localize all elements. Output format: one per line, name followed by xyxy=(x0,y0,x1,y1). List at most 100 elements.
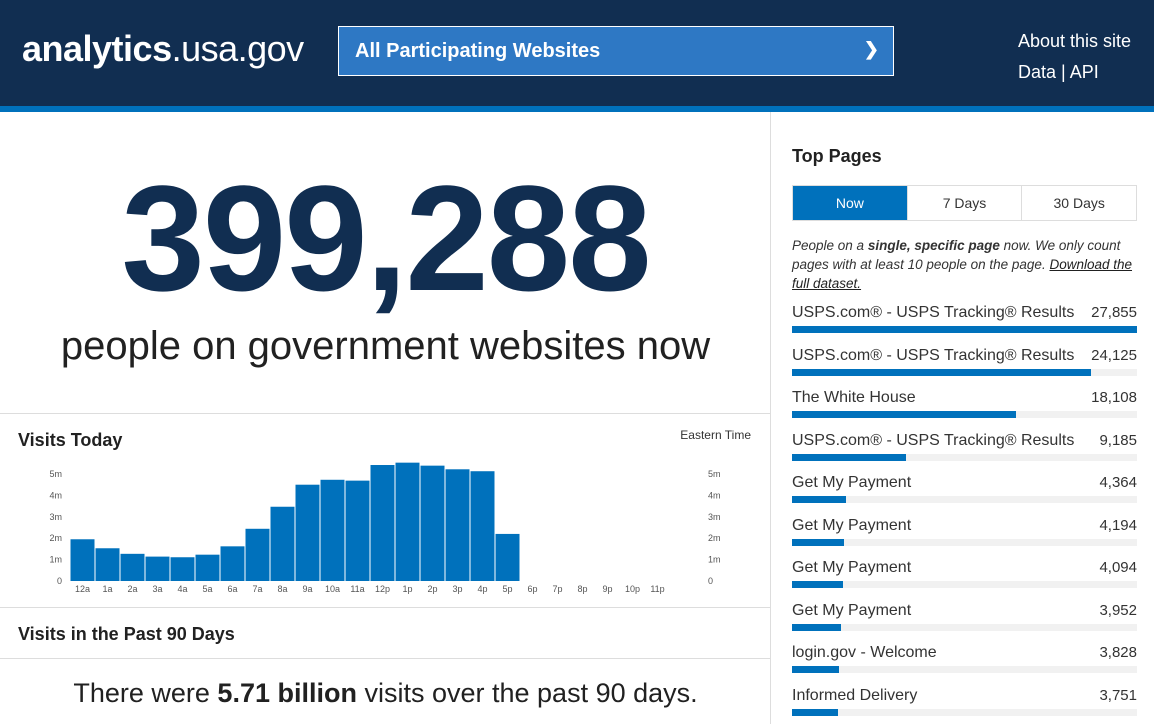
tab-7-days[interactable]: 7 Days xyxy=(907,186,1022,220)
summary-value: 5.71 billion xyxy=(217,678,357,708)
top-pages-note: People on a single, specific page now. W… xyxy=(792,236,1142,293)
page-visitors: 9,185 xyxy=(1099,432,1137,449)
page-name[interactable]: Get My Payment xyxy=(792,559,911,577)
page-bar-track xyxy=(792,539,1137,546)
past-90-summary: There were 5.71 billion visits over the … xyxy=(0,678,771,709)
tab-30-days[interactable]: 30 Days xyxy=(1021,186,1136,220)
bar-10a xyxy=(321,480,345,581)
bar-2p xyxy=(421,466,445,581)
top-page-item[interactable]: login.gov - Welcome 3,828 xyxy=(792,640,1137,683)
page-visitors: 18,108 xyxy=(1091,389,1137,406)
bar-4a xyxy=(171,557,195,581)
x-tick: 6a xyxy=(227,584,237,594)
logo-rest: .usa.gov xyxy=(172,28,304,69)
x-tick: 11p xyxy=(650,584,664,594)
x-tick: 9a xyxy=(302,584,312,594)
x-tick: 4p xyxy=(477,584,487,594)
y-tick-right: 2m xyxy=(708,533,721,543)
page-visitors: 4,194 xyxy=(1099,517,1137,534)
bar-2a xyxy=(121,554,145,581)
x-tick: 7p xyxy=(552,584,562,594)
chevron-down-icon: ❯ xyxy=(864,39,879,60)
x-tick: 2a xyxy=(127,584,137,594)
top-page-item[interactable]: Informed Delivery 3,751 xyxy=(792,683,1137,725)
x-tick: 11a xyxy=(350,584,364,594)
bar-3a xyxy=(146,557,170,581)
tab-now[interactable]: Now xyxy=(793,186,907,220)
top-page-item[interactable]: USPS.com® - USPS Tracking® Results 9,185 xyxy=(792,428,1137,471)
page-bar xyxy=(792,624,841,631)
site-logo[interactable]: analytics.usa.gov xyxy=(22,28,304,70)
page-bar xyxy=(792,666,839,673)
main-panel: 399,288 people on government websites no… xyxy=(0,112,771,724)
realtime-subtitle: people on government websites now xyxy=(0,324,771,369)
past-90-section: Visits in the Past 90 Days xyxy=(0,607,771,659)
page-bar-track xyxy=(792,496,1137,503)
page-bar-track xyxy=(792,326,1137,333)
page-bar xyxy=(792,369,1091,376)
about-link[interactable]: About this site xyxy=(1018,31,1131,51)
x-tick: 12a xyxy=(75,584,90,594)
page-bar-track xyxy=(792,666,1137,673)
x-tick: 1a xyxy=(102,584,112,594)
api-link[interactable]: API xyxy=(1070,62,1099,82)
note-pre: People on a xyxy=(792,238,868,253)
top-page-item[interactable]: Get My Payment 3,952 xyxy=(792,598,1137,641)
y-tick-left: 4m xyxy=(49,490,62,500)
top-page-item[interactable]: Get My Payment 4,194 xyxy=(792,513,1137,556)
data-link[interactable]: Data xyxy=(1018,62,1056,82)
page-visitors: 3,751 xyxy=(1099,687,1137,704)
x-tick: 3p xyxy=(452,584,462,594)
x-tick: 5a xyxy=(202,584,212,594)
header-links: About this site Data | API xyxy=(1018,26,1131,88)
realtime-count: 399,288 xyxy=(0,152,771,325)
page-bar-track xyxy=(792,411,1137,418)
bar-1p xyxy=(396,463,420,581)
y-tick-right: 0 xyxy=(708,576,713,586)
x-tick: 4a xyxy=(177,584,187,594)
page-bar-track xyxy=(792,369,1137,376)
bar-12p xyxy=(371,465,395,581)
page-name[interactable]: USPS.com® - USPS Tracking® Results xyxy=(792,432,1074,450)
page-bar-track xyxy=(792,709,1137,716)
top-page-item[interactable]: The White House 18,108 xyxy=(792,385,1137,428)
page-name[interactable]: Get My Payment xyxy=(792,517,911,535)
bar-5a xyxy=(196,555,220,581)
select-value: All Participating Websites xyxy=(355,40,600,62)
y-tick-right: 1m xyxy=(708,555,721,565)
x-tick: 2p xyxy=(427,584,437,594)
page-visitors: 3,828 xyxy=(1099,644,1137,661)
y-tick-left: 1m xyxy=(49,555,62,565)
page-bar xyxy=(792,326,1137,333)
x-tick: 7a xyxy=(252,584,262,594)
page-bar-track xyxy=(792,581,1137,588)
page-bar-track xyxy=(792,624,1137,631)
logo-bold: analytics xyxy=(22,28,172,69)
page-name[interactable]: USPS.com® - USPS Tracking® Results xyxy=(792,347,1074,365)
page-bar xyxy=(792,581,843,588)
page-name[interactable]: Get My Payment xyxy=(792,474,911,492)
page-visitors: 3,952 xyxy=(1099,602,1137,619)
bar-1a xyxy=(96,548,120,581)
x-tick: 9p xyxy=(602,584,612,594)
x-tick: 12p xyxy=(375,584,390,594)
page-name[interactable]: Informed Delivery xyxy=(792,687,917,705)
bar-11a xyxy=(346,481,370,581)
page-name[interactable]: Get My Payment xyxy=(792,602,911,620)
website-select[interactable]: All Participating Websites ❯ xyxy=(338,26,894,76)
bar-9a xyxy=(296,485,320,581)
page-name[interactable]: The White House xyxy=(792,389,916,407)
page-name[interactable]: USPS.com® - USPS Tracking® Results xyxy=(792,304,1074,322)
y-tick-left: 2m xyxy=(49,533,62,543)
top-pages-title: Top Pages xyxy=(792,146,882,167)
page-name[interactable]: login.gov - Welcome xyxy=(792,644,937,662)
x-tick: 10p xyxy=(625,584,640,594)
top-page-item[interactable]: Get My Payment 4,094 xyxy=(792,555,1137,598)
page-bar xyxy=(792,454,906,461)
page-visitors: 4,094 xyxy=(1099,559,1137,576)
